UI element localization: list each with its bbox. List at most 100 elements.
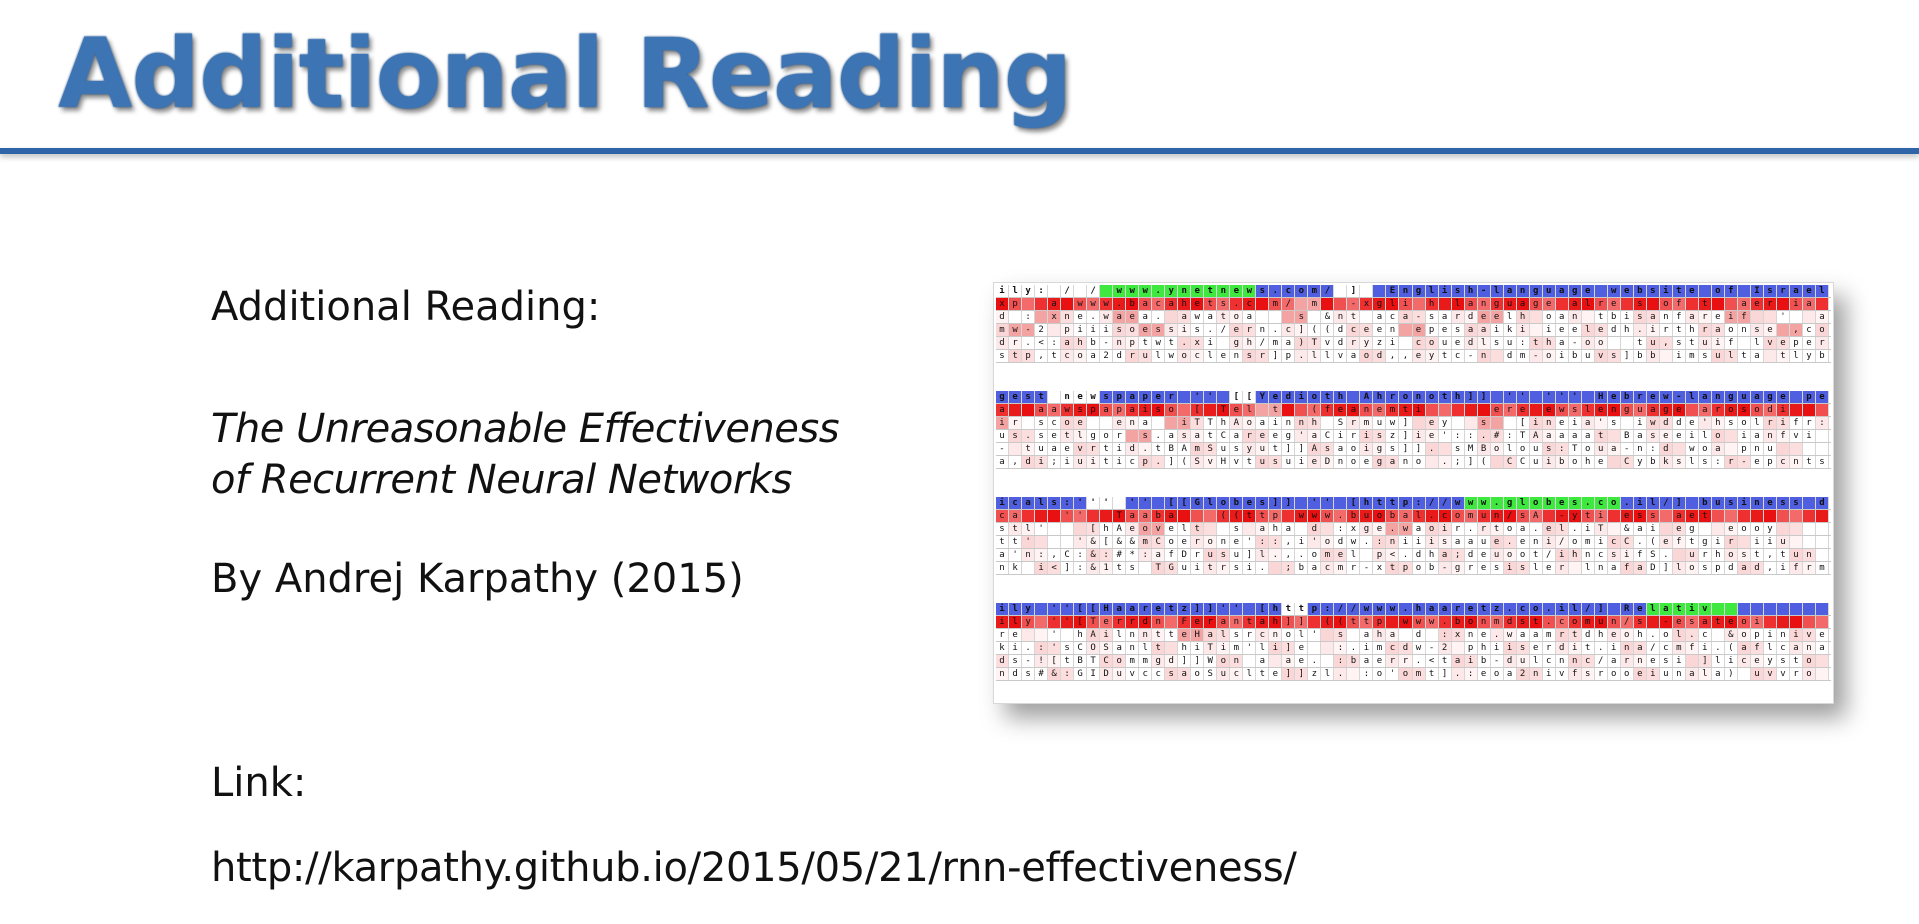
activation-cell: b [1295,562,1309,574]
activation-cell: e [1802,337,1816,349]
activation-cell: t [1685,536,1699,548]
activation-cell: u [1477,510,1491,522]
activation-cell: o [1802,655,1816,667]
activation-cell: ] [1399,417,1413,429]
activation-cell: e [1373,404,1387,416]
activation-cell: l [1113,629,1127,641]
activation-cell: : [1334,642,1348,654]
activation-cell [1490,417,1504,429]
activation-cell: ( [1321,324,1335,336]
activation-cell: . [1113,298,1127,310]
activation-cell: e [1568,324,1582,336]
activation-cell: m [1139,536,1153,548]
activation-cell: w [1451,497,1465,509]
activation-cell: v [1321,337,1335,349]
activation-cell: a [1516,298,1530,310]
activation-cell: n [1113,337,1127,349]
activation-cell: h [1074,629,1088,641]
activation-cell: s [1243,350,1257,362]
activation-cell: s [1763,285,1777,297]
activation-cell [1763,510,1777,522]
activation-cell: 2 [1516,668,1530,680]
activation-cell: d [1464,549,1478,561]
activation-cell: h [1308,417,1322,429]
activation-cell: n [1217,536,1231,548]
activation-cell: c [1321,562,1335,574]
activation-cell: t [1256,668,1270,680]
activation-cell: w [1399,523,1413,535]
activation-cell: n [1230,350,1244,362]
link-url[interactable]: http://karpathy.github.io/2015/05/21/rnn… [211,845,1297,891]
activation-cell: i [1542,536,1556,548]
activation-cell: e [1477,668,1491,680]
activation-cell: S [1204,668,1218,680]
activation-cell [1334,497,1348,509]
activation-cell: . [1295,549,1309,561]
activation-cell: r [1386,391,1400,403]
activation-cell: p [1139,391,1153,403]
activation-cell: n [1295,417,1309,429]
activation-cell: i [1360,443,1374,455]
activation-cell: w [1308,510,1322,522]
activation-cell: : [1139,549,1153,561]
activation-cell: o [1425,391,1439,403]
activation-cell: b [1451,616,1465,628]
activation-cell: s [1334,629,1348,641]
activation-cell: d [1672,417,1686,429]
activation-cell: a [1256,655,1270,667]
activation-cell [1048,523,1062,535]
activation-cell: n [1659,311,1673,323]
activation-cell: m [1269,337,1283,349]
activation-cell: o [1568,616,1582,628]
activation-cell: i [1711,337,1725,349]
activation-cell: t [1048,350,1062,362]
activation-cell: ' [1438,430,1452,442]
activation-cell [1724,443,1738,455]
activation-cell: ] [1269,497,1283,509]
activation-cell: a [1061,337,1075,349]
activation-cell: o [1620,668,1634,680]
activation-cell: p [1373,616,1387,628]
activation-cell: l [1685,391,1699,403]
link-label: Link: [211,760,307,806]
activation-cell: f [1685,642,1699,654]
activation-cell: g [1373,456,1387,468]
activation-cell: i [1191,562,1205,574]
activation-cell: t [1269,443,1283,455]
activation-cell: ( [1477,456,1491,468]
activation-cell: n [1620,642,1634,654]
activation-cell: w [1191,311,1205,323]
activation-cell: i [1776,562,1790,574]
activation-cell: e [1360,324,1374,336]
activation-cell: i [1750,536,1764,548]
activation-cell: t [1243,616,1257,628]
activation-cell [1165,311,1179,323]
activation-cell: e [1295,642,1309,654]
activation-cell: t [996,536,1010,548]
activation-cell [1815,655,1829,667]
activation-cell: r [996,629,1010,641]
activation-cell [1802,497,1816,509]
activation-cell: a [1633,430,1647,442]
activation-cell: i [1412,430,1426,442]
activation-cell: 2 [1438,642,1452,654]
activation-cell: t [1100,443,1114,455]
activation-cell: n [1022,549,1036,561]
activation-cell: h [1334,391,1348,403]
activation-cell: b [1126,298,1140,310]
activation-cell: l [1022,523,1036,535]
activation-cell: ' [1555,391,1569,403]
activation-cell: a [1308,430,1322,442]
activation-cell: s [1230,443,1244,455]
activation-cell: C [1152,536,1166,548]
activation-cell: r [1776,285,1790,297]
activation-cell: [ [1165,497,1179,509]
activation-cell [1321,523,1335,535]
activation-cell: x [1360,298,1374,310]
activation-cell: d [1750,562,1764,574]
activation-cell: D [1321,456,1335,468]
activation-cell: t [1191,523,1205,535]
